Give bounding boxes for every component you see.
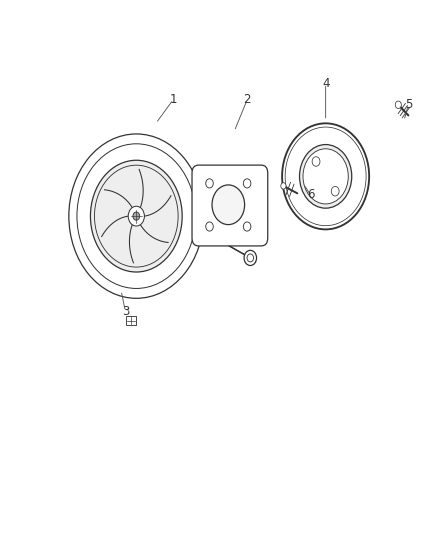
- Circle shape: [81, 184, 94, 199]
- Circle shape: [244, 179, 251, 188]
- Circle shape: [244, 251, 257, 265]
- Circle shape: [395, 101, 401, 109]
- Circle shape: [244, 222, 251, 231]
- Circle shape: [212, 185, 244, 224]
- Circle shape: [202, 201, 212, 214]
- Circle shape: [331, 187, 339, 196]
- Circle shape: [128, 206, 145, 226]
- Circle shape: [85, 238, 96, 252]
- Circle shape: [123, 266, 136, 281]
- Text: 6: 6: [307, 189, 314, 201]
- Circle shape: [281, 183, 286, 189]
- Bar: [126, 316, 136, 325]
- Circle shape: [206, 222, 213, 231]
- Circle shape: [90, 160, 182, 272]
- Circle shape: [206, 179, 213, 188]
- Text: 4: 4: [322, 77, 329, 90]
- Text: 1: 1: [170, 93, 177, 106]
- Circle shape: [312, 157, 320, 166]
- Text: 3: 3: [122, 305, 129, 318]
- Text: 2: 2: [244, 93, 251, 106]
- Text: 5: 5: [405, 98, 412, 111]
- Circle shape: [101, 155, 114, 171]
- Circle shape: [300, 144, 352, 208]
- Circle shape: [133, 212, 140, 220]
- Circle shape: [69, 134, 204, 298]
- Polygon shape: [84, 149, 219, 280]
- FancyBboxPatch shape: [192, 165, 268, 246]
- Circle shape: [153, 144, 166, 160]
- Circle shape: [303, 149, 348, 204]
- Circle shape: [164, 266, 177, 281]
- Circle shape: [282, 123, 369, 229]
